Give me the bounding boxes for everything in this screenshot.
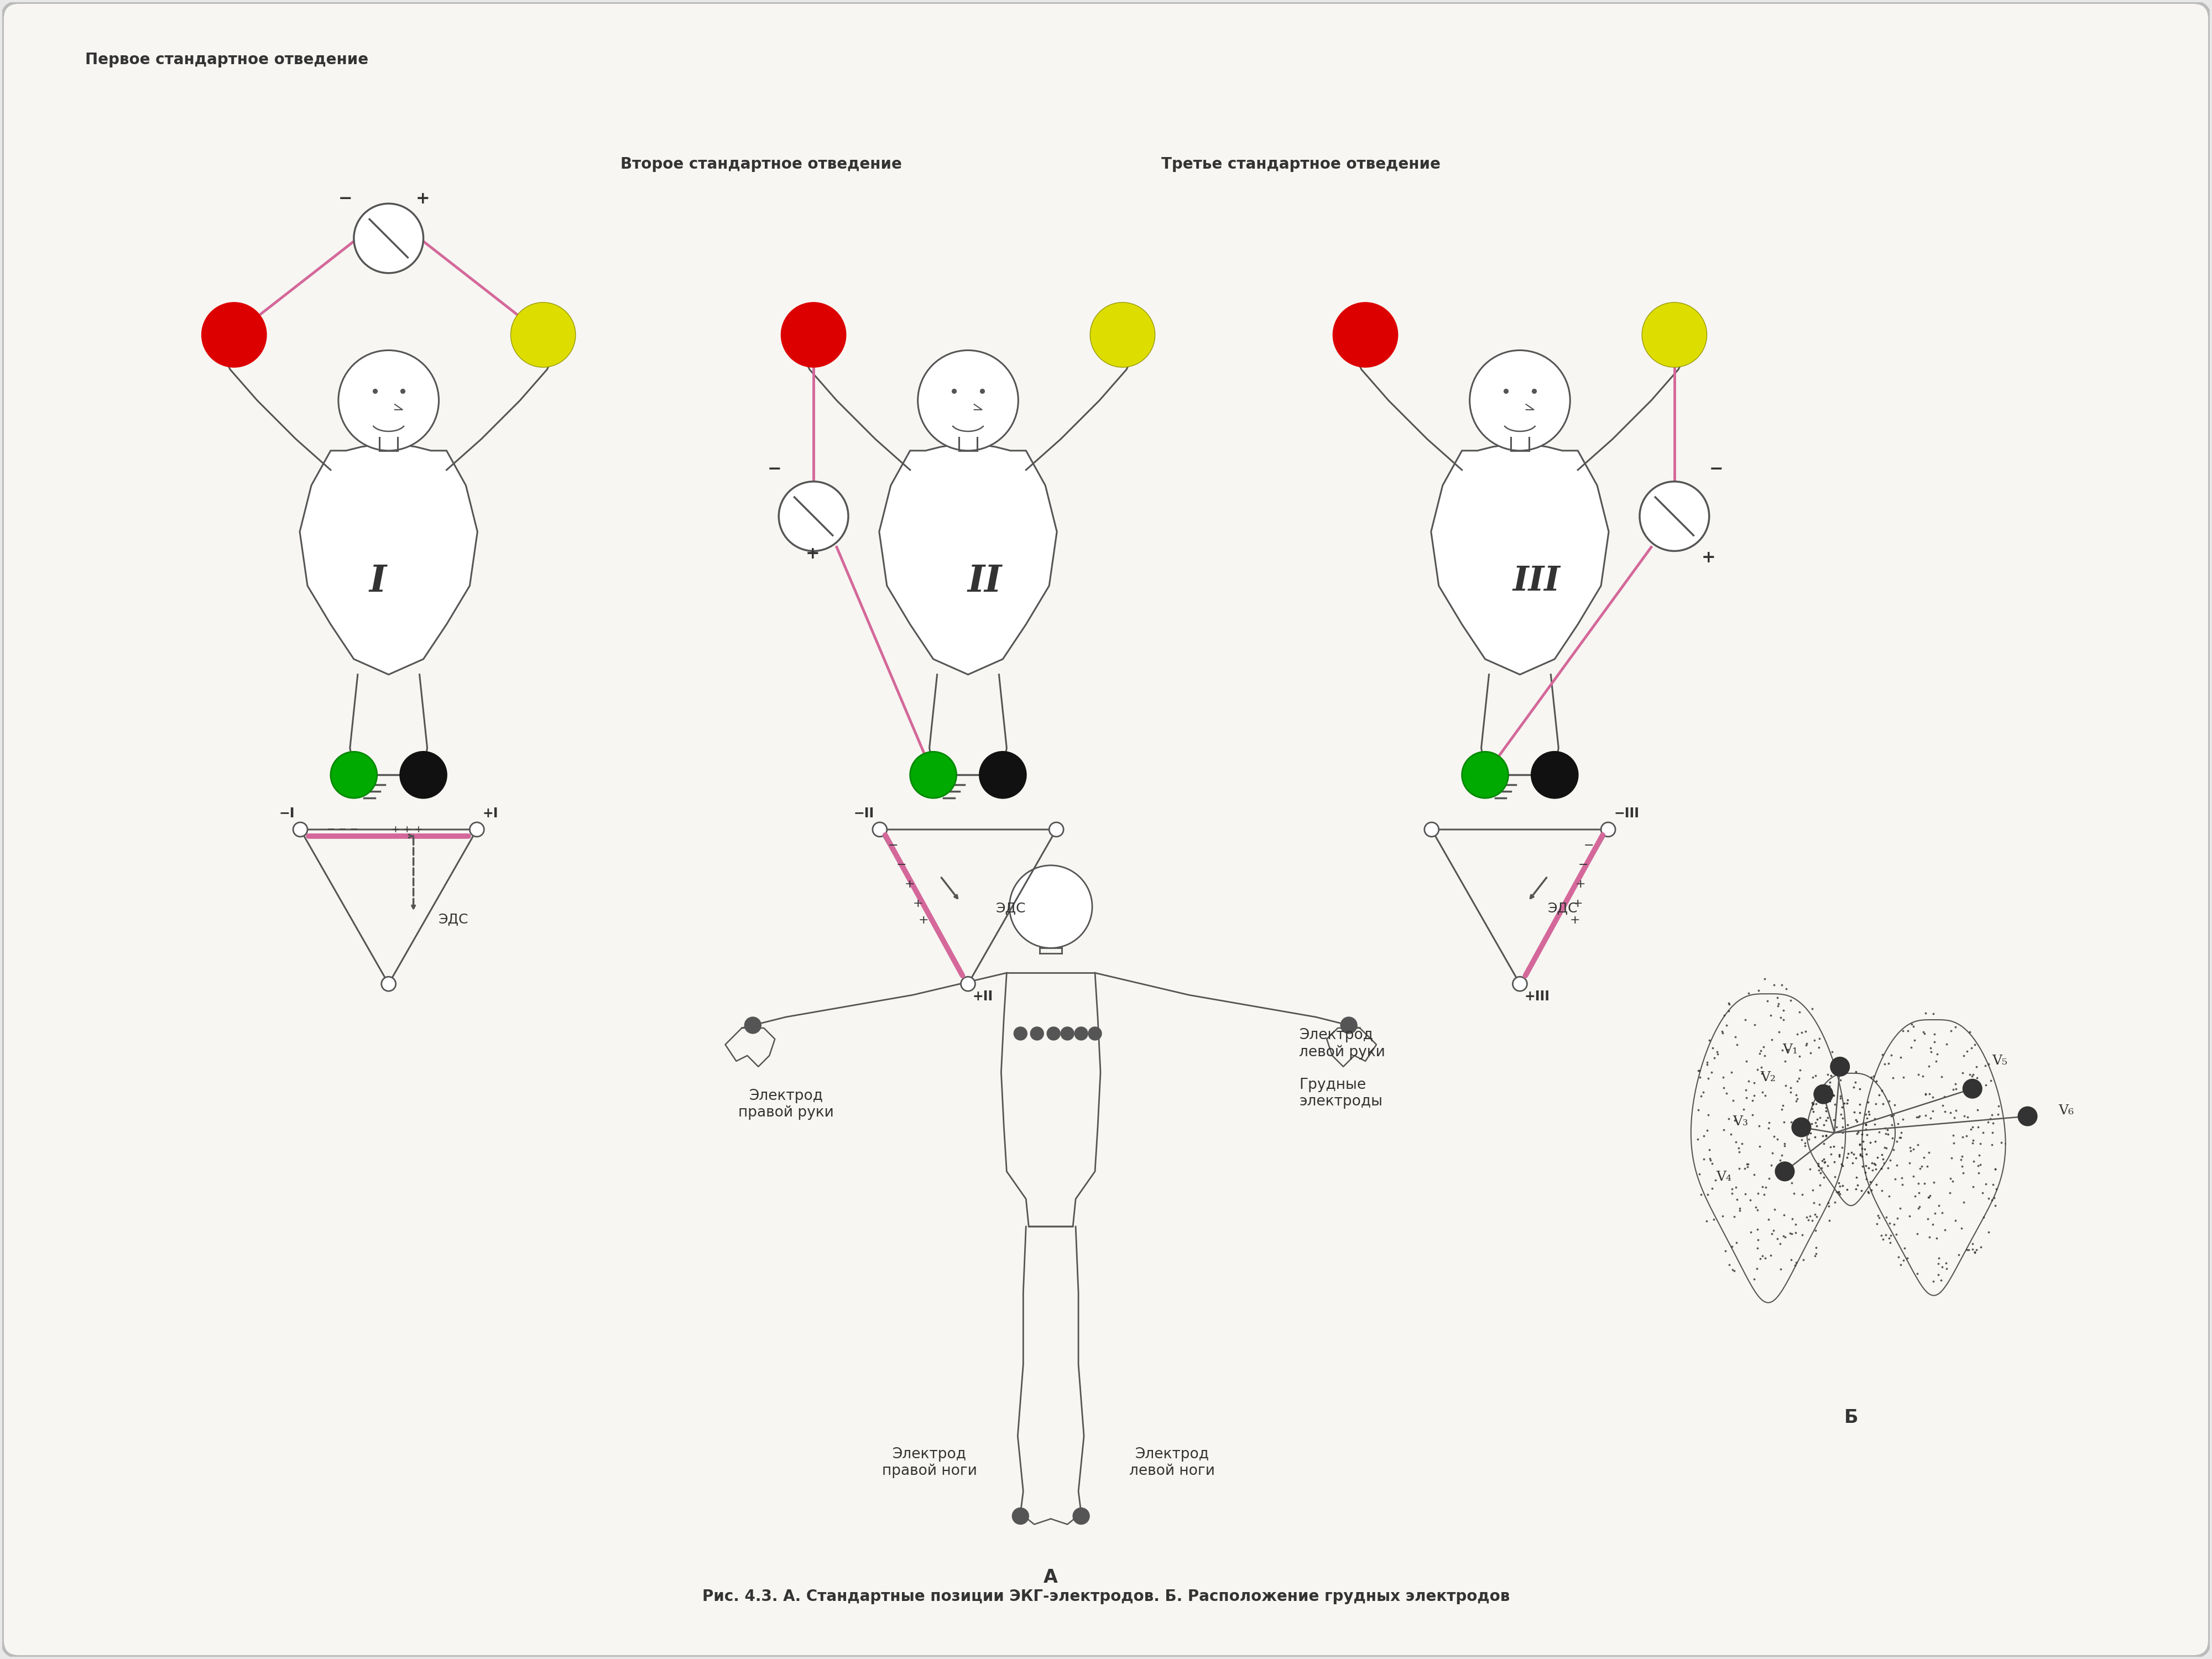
Circle shape: [1776, 1161, 1794, 1181]
Circle shape: [400, 752, 447, 798]
Circle shape: [380, 977, 396, 990]
Text: ЭДС: ЭДС: [438, 912, 469, 926]
Circle shape: [469, 823, 484, 836]
Text: +: +: [905, 879, 916, 889]
Circle shape: [1088, 1027, 1102, 1040]
Circle shape: [1075, 1027, 1088, 1040]
Circle shape: [1106, 319, 1139, 352]
Text: ЭДС: ЭДС: [1548, 902, 1577, 916]
Polygon shape: [1431, 443, 1608, 675]
Text: Б: Б: [1845, 1408, 1858, 1427]
Text: +: +: [1573, 898, 1582, 909]
Circle shape: [1062, 1027, 1075, 1040]
Text: V₂: V₂: [1761, 1072, 1776, 1083]
Text: +: +: [914, 898, 922, 909]
Text: Третье стандартное отведение: Третье стандартное отведение: [1161, 156, 1440, 173]
Text: +: +: [918, 914, 929, 926]
Circle shape: [201, 302, 265, 367]
Text: −I: −I: [279, 806, 294, 820]
Circle shape: [1340, 1017, 1358, 1034]
Text: −: −: [768, 461, 781, 478]
Text: +II: +II: [973, 990, 993, 1004]
Circle shape: [1425, 823, 1438, 836]
Text: V₄: V₄: [1717, 1171, 1732, 1183]
Circle shape: [1073, 1508, 1091, 1525]
Text: +I: +I: [482, 806, 498, 820]
Circle shape: [909, 752, 956, 798]
Circle shape: [796, 319, 830, 352]
Text: +: +: [1571, 914, 1579, 926]
Text: Электрод
левой руки: Электрод левой руки: [1298, 1029, 1385, 1060]
Text: −: −: [896, 859, 907, 871]
Circle shape: [338, 350, 438, 451]
Text: −: −: [1710, 461, 1723, 478]
Text: V₁: V₁: [1783, 1044, 1798, 1057]
Circle shape: [781, 302, 845, 367]
Text: −: −: [1577, 859, 1588, 871]
Circle shape: [1334, 302, 1398, 367]
Text: Второе стандартное отведение: Второе стандартное отведение: [619, 156, 902, 173]
Polygon shape: [301, 443, 478, 675]
Text: +: +: [805, 546, 821, 562]
Text: Электрод
правой ноги: Электрод правой ноги: [883, 1447, 978, 1478]
Circle shape: [1531, 752, 1577, 798]
Text: Электрод
левой ноги: Электрод левой ноги: [1130, 1447, 1214, 1478]
Text: −III: −III: [1615, 806, 1639, 820]
Text: −: −: [338, 191, 352, 207]
Text: V₆: V₆: [2059, 1105, 2075, 1117]
Circle shape: [1657, 319, 1692, 352]
Text: А: А: [1044, 1568, 1057, 1586]
Text: −: −: [1584, 839, 1593, 851]
Circle shape: [1469, 350, 1571, 451]
Circle shape: [745, 1017, 761, 1034]
Text: Грудные
электроды: Грудные электроды: [1298, 1078, 1383, 1108]
Text: I: I: [369, 564, 387, 599]
Circle shape: [1832, 1057, 1849, 1077]
Text: ЭДС: ЭДС: [995, 902, 1026, 916]
Text: Рис. 4.3. А. Стандартные позиции ЭКГ-электродов. Б. Расположение грудных электро: Рис. 4.3. А. Стандартные позиции ЭКГ-эле…: [701, 1589, 1511, 1604]
Circle shape: [1013, 1027, 1026, 1040]
Text: +: +: [416, 191, 429, 207]
Circle shape: [980, 752, 1026, 798]
Circle shape: [1462, 752, 1509, 798]
Text: − − −: − − −: [327, 825, 358, 834]
Circle shape: [2017, 1107, 2037, 1126]
Text: Электрод
правой руки: Электрод правой руки: [739, 1088, 834, 1120]
Circle shape: [779, 481, 847, 551]
Circle shape: [1009, 866, 1093, 947]
Circle shape: [526, 319, 560, 352]
Text: −II: −II: [854, 806, 874, 820]
Text: + + +: + + +: [392, 825, 422, 834]
Circle shape: [217, 319, 252, 352]
Text: +: +: [1575, 879, 1586, 889]
Circle shape: [511, 302, 575, 367]
Text: +: +: [1701, 549, 1717, 566]
Circle shape: [1962, 1080, 1982, 1098]
Circle shape: [918, 350, 1018, 451]
Text: III: III: [1513, 564, 1559, 597]
Circle shape: [1349, 319, 1383, 352]
Polygon shape: [878, 443, 1057, 675]
Circle shape: [960, 977, 975, 990]
Circle shape: [354, 204, 422, 274]
Text: V₅: V₅: [1993, 1055, 2008, 1067]
Text: +III: +III: [1524, 990, 1551, 1004]
Circle shape: [1641, 302, 1708, 367]
Circle shape: [1513, 977, 1526, 990]
Circle shape: [872, 823, 887, 836]
Text: Первое стандартное отведение: Первое стандартное отведение: [84, 51, 367, 68]
Circle shape: [1601, 823, 1615, 836]
Circle shape: [1013, 1508, 1029, 1525]
Text: V₃: V₃: [1732, 1115, 1747, 1128]
Text: II: II: [967, 564, 1002, 599]
Text: −: −: [887, 839, 898, 851]
Circle shape: [1639, 481, 1710, 551]
Circle shape: [294, 823, 307, 836]
Circle shape: [1048, 823, 1064, 836]
Circle shape: [1031, 1027, 1044, 1040]
Circle shape: [1814, 1085, 1834, 1103]
Circle shape: [1792, 1118, 1812, 1136]
Circle shape: [1091, 302, 1155, 367]
Circle shape: [1046, 1027, 1060, 1040]
